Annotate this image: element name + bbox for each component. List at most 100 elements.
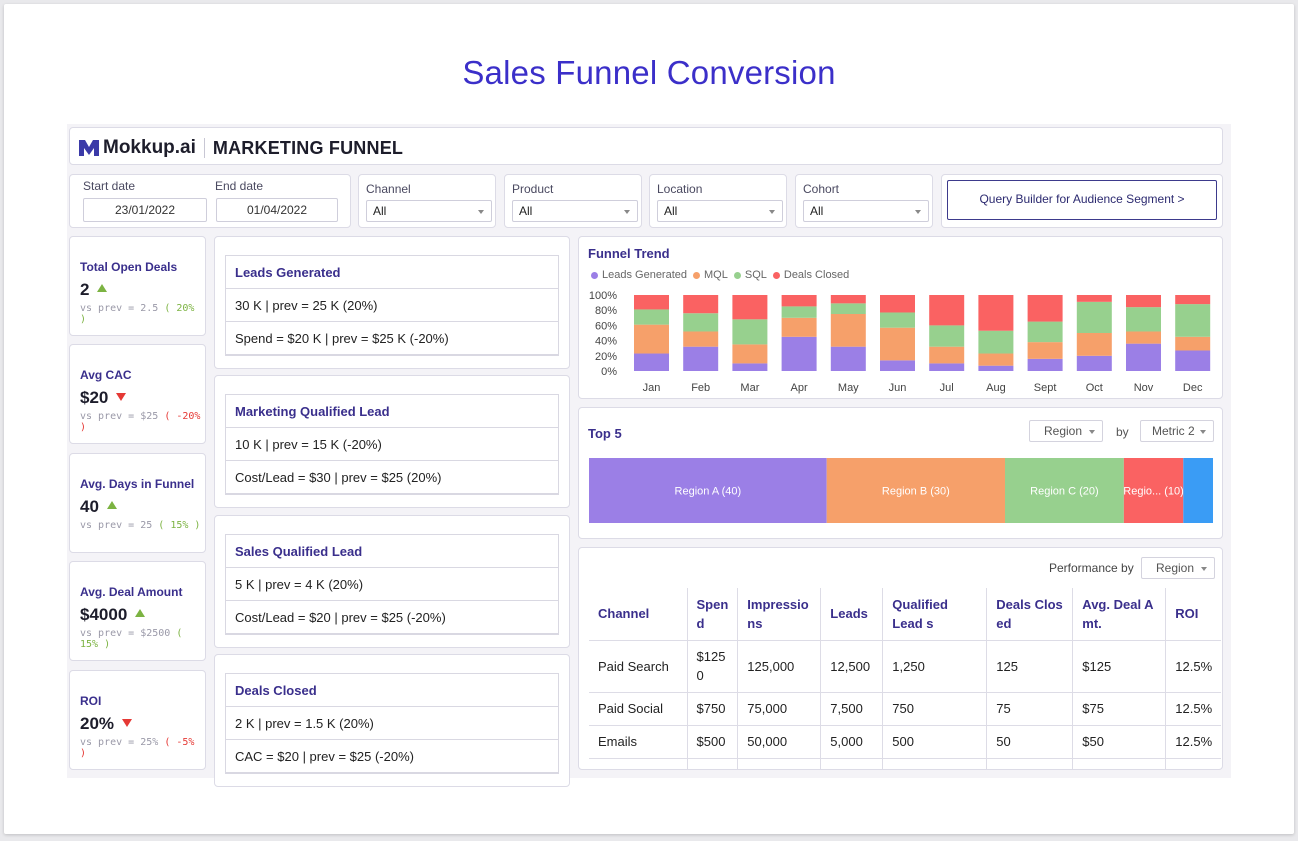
- channel-value: All: [373, 204, 387, 218]
- table-cell: 1,250: [882, 640, 988, 693]
- stage-card: Sales Qualified Lead 5 K | prev = 4 K (2…: [214, 515, 570, 648]
- kpi-value: 20%: [80, 714, 133, 734]
- chart-legend: Leads Generated MQL SQL Deals Closed: [591, 269, 855, 281]
- top5-dimension-value: Region: [1044, 424, 1083, 438]
- performance-table: Channel Spen d Impressio ns Leads Qualified …: [589, 588, 1222, 769]
- brand-name: Mokkup.ai: [103, 137, 196, 158]
- top5-segment: [826, 458, 1005, 523]
- end-date-input[interactable]: 01/04/2022: [216, 198, 338, 222]
- table-cell: [589, 758, 688, 769]
- legend-item: MQL: [693, 269, 728, 281]
- kpi-card: Total Open Deals 2 vs prev = 2.5 ( 20% ): [69, 236, 206, 336]
- cohort-select[interactable]: All: [803, 200, 929, 222]
- legend-swatch: [772, 271, 780, 279]
- bar-segment: [929, 295, 965, 326]
- bar-segment: [1175, 304, 1211, 337]
- bar-segment: [978, 330, 1014, 354]
- trend-up-icon: [135, 609, 146, 617]
- product-label: Product: [512, 182, 554, 196]
- bar-segment: [1027, 295, 1063, 322]
- bar-segment: [732, 319, 768, 345]
- bar-segment: [1076, 355, 1112, 371]
- trend-down-icon: [116, 393, 127, 401]
- channel-select[interactable]: All: [366, 200, 492, 222]
- bar-segment: [880, 327, 915, 361]
- column-header: Avg. Deal A mt.: [1072, 588, 1167, 641]
- kpi-title: Avg CAC: [80, 368, 132, 382]
- x-tick-label: Jan: [643, 382, 661, 394]
- kpi-prev: vs prev = 2.5 ( 20% ): [80, 303, 205, 325]
- location-value: All: [664, 204, 678, 218]
- cohort-label: Cohort: [803, 182, 840, 196]
- chevron-down-icon: [769, 210, 775, 214]
- top5-metric-select[interactable]: Metric 2: [1140, 420, 1214, 442]
- x-tick-label: Feb: [691, 382, 710, 394]
- top5-dimension-select[interactable]: Region: [1029, 420, 1103, 442]
- kpi-card: Avg. Deal Amount $4000 vs prev = $2500 (…: [69, 561, 206, 661]
- bar-segment: [781, 295, 817, 307]
- x-tick-label: Oct: [1086, 382, 1103, 394]
- x-tick-label: Nov: [1134, 382, 1154, 394]
- kpi-value: 2: [80, 280, 108, 300]
- bar-segment: [683, 295, 719, 314]
- table-cell: $50: [1072, 725, 1167, 759]
- end-date-label: End date: [215, 179, 264, 193]
- cohort-filter: Cohort All: [795, 174, 933, 228]
- legend-item: SQL: [733, 269, 767, 281]
- x-tick-label: Dec: [1183, 382, 1203, 394]
- top5-segment-label: Region A (40): [675, 486, 742, 498]
- kpi-prev: vs prev = 25 ( 15% ): [80, 520, 200, 531]
- table-cell: 75,000: [737, 692, 822, 726]
- table-row: [589, 758, 1222, 769]
- top5-segment: [1183, 458, 1213, 523]
- location-select[interactable]: All: [657, 200, 783, 222]
- top5-segment: [1123, 458, 1184, 523]
- stage-metric: 2 K | prev = 1.5 K (20%): [226, 707, 558, 740]
- column-header: Deals Clos ed: [986, 588, 1074, 641]
- table-cell: 5,000: [820, 725, 884, 759]
- stage-table: Deals Closed 2 K | prev = 1.5 K (20%) CA…: [225, 673, 559, 774]
- bar-segment: [929, 325, 965, 347]
- bar-segment: [880, 360, 915, 371]
- kpi-change: ( -20% ): [80, 411, 201, 433]
- column-header: ROI: [1165, 588, 1222, 641]
- stage-card: Deals Closed 2 K | prev = 1.5 K (20%) CA…: [214, 654, 570, 787]
- stage-title: Marketing Qualified Lead: [226, 395, 558, 428]
- kpi-prev-text: vs prev = 25: [80, 520, 153, 531]
- table-cell: $500: [687, 725, 739, 759]
- performance-label: Performance by: [1049, 561, 1134, 575]
- table-cell: 12.5%: [1165, 692, 1222, 726]
- bar-segment: [781, 336, 817, 371]
- chevron-down-icon: [1089, 430, 1095, 434]
- kpi-prev: vs prev = $25 ( -20% ): [80, 411, 205, 433]
- table-cell: 50: [986, 725, 1074, 759]
- x-tick-label: May: [838, 382, 859, 394]
- x-tick-label: Sept: [1034, 382, 1057, 394]
- table-row: Paid Social $750 75,000 7,500 750 75 $75 12.5%: [589, 692, 1222, 726]
- location-label: Location: [657, 182, 703, 196]
- bar-segment: [880, 295, 915, 313]
- bar-segment: [732, 363, 768, 371]
- start-date-label: Start date: [83, 179, 136, 193]
- product-select[interactable]: All: [512, 200, 638, 222]
- kpi-title: Total Open Deals: [80, 260, 178, 274]
- x-tick-label: Apr: [791, 382, 808, 394]
- kpi-value: 40: [80, 497, 117, 517]
- y-tick-label: 60%: [595, 320, 617, 332]
- table-row: Paid Search $125 0 125,000 12,500 1,250 125 $1…: [589, 640, 1222, 693]
- table-cell: 50,000: [737, 725, 822, 759]
- kpi-value-text: $20: [80, 388, 109, 407]
- legend-label: MQL: [704, 269, 728, 281]
- performance-select[interactable]: Region: [1141, 557, 1215, 579]
- channel-filter: Channel All: [358, 174, 496, 228]
- kpi-value-text: 2: [80, 280, 90, 299]
- performance-card: Performance by Region Channel Spen d Impre…: [578, 547, 1223, 770]
- query-builder-button[interactable]: Query Builder for Audience Segment >: [947, 180, 1217, 220]
- product-value: All: [519, 204, 533, 218]
- kpi-prev-text: vs prev = $2500: [80, 628, 171, 639]
- legend-label: Leads Generated: [602, 269, 688, 281]
- bar-segment: [1076, 295, 1112, 302]
- start-date-input[interactable]: 23/01/2022: [83, 198, 207, 222]
- channel-label: Channel: [366, 182, 411, 196]
- column-header: Impressio ns: [737, 588, 822, 641]
